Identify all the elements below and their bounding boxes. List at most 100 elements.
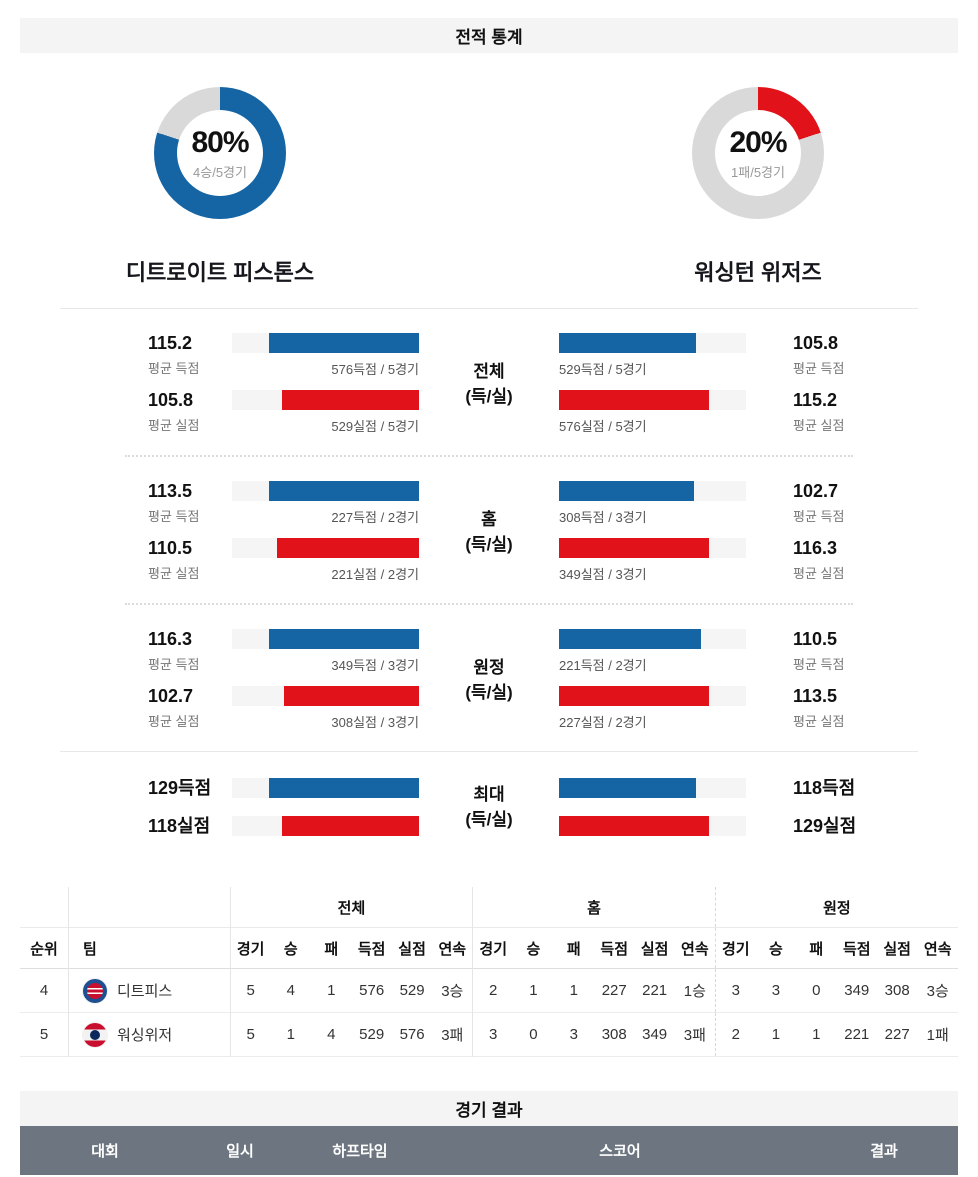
bar-fill [281,390,419,410]
stat-bar-left: 221실점 / 2경기 [210,538,419,583]
stat-bar-left [210,778,419,798]
stat-value-left: 102.7 평균 실점 [60,686,210,730]
bar-sub-label: 308실점 / 3경기 [331,715,419,730]
col-header-연속: 연속 [923,940,952,958]
stat-center-label: 전체 (득/실) [419,359,559,410]
standings-group-1: 홈 [472,887,716,928]
stat-center-label: 최대 (득/실) [419,782,559,833]
col-header-연속: 연속 [681,940,709,958]
stat-cell: 3 [714,968,756,1013]
stat-value-caption: 평균 실점 [148,566,200,581]
section-divider-dotted [125,603,853,605]
col-header-실점: 실점 [640,940,669,958]
stat-value-right: 118득점 [768,778,918,798]
team-name-left: 디트로이트 피스톤스 [125,260,315,285]
stat-cell: 3 [771,982,781,999]
bar-track [559,816,746,836]
bar-fill [559,333,697,353]
stat-value-number: 118실점 [148,816,211,836]
stat-bar-right: 221득점 / 2경기 [559,629,768,674]
bar-sub-label: 349실점 / 3경기 [559,567,647,582]
stat-value-number: 116.3 [148,629,193,649]
stat-value-number: 115.2 [148,333,193,353]
stat-value-number: 115.2 [793,390,838,410]
stat-center-line: 홈 [481,509,497,529]
bar-track [559,778,746,798]
standings-group-header-row: 전체 홈 원정 [20,887,958,928]
stat-value-number: 105.8 [793,333,839,353]
stat-cell: 1 [327,982,336,999]
stat-cell: 221 [642,982,668,999]
stat-value-caption: 평균 득점 [793,657,845,672]
stat-value-number: 110.5 [793,629,838,649]
results-header-스코어: 스코어 [430,1126,810,1175]
win-record-right: 1패/5경기 [731,164,785,180]
standings-column-header-row: 순위 팀 경기 승 패 득점 실점 연속 경기 승 패 득점 실점 연속 경기 승 패 득점 실점 연속 [20,927,958,969]
stat-cell: 2 [714,1012,756,1057]
bar-track [232,333,419,353]
stat-center-line: 원정 [473,657,505,677]
results-header-결과: 결과 [810,1126,958,1175]
rank-cell: 5 [39,1026,49,1043]
stat-value-caption: 평균 실점 [148,418,200,433]
bar-fill [269,629,419,649]
bar-fill [559,778,696,798]
stat-cell: 1 [529,982,538,999]
team-cell-name: 워싱위저 [117,1027,173,1044]
stat-cell: 4 [327,1026,336,1043]
stat-cell: 1 [286,1026,295,1043]
stat-value-caption: 평균 실점 [793,714,845,729]
col-header-승: 승 [526,940,541,958]
stat-cell: 3패 [441,1027,464,1044]
stat-bar-left: 308실점 / 3경기 [210,686,419,731]
stat-cell: 4 [286,982,295,999]
stat-section-2: 116.3 평균 득점 349득점 / 3경기 102.7 평균 실점 308실점 / 3… [60,605,918,751]
bar-fill [559,686,709,706]
col-header-승: 승 [769,940,783,958]
stat-value-right: 110.5 평균 득점 [768,629,918,673]
bar-fill [269,778,419,798]
stat-value-caption: 평균 실점 [793,418,845,433]
stat-value-number: 129실점 [793,816,857,836]
pistons-logo-icon [83,978,107,1003]
stat-bar-left: 529실점 / 5경기 [210,390,419,435]
stat-value-number: 102.7 [793,481,839,501]
results-header-대회: 대회 [20,1126,190,1175]
stat-bar-left: 576득점 / 5경기 [210,333,419,378]
bar-track [232,778,419,798]
stat-value-right: 129실점 [768,816,918,836]
col-header-패: 패 [324,940,339,958]
win-rate-donut-left: 80% 4승/5경기 [154,87,286,219]
standings-empty-header [68,887,231,928]
bar-track [232,538,419,558]
section-divider-solid [60,751,918,752]
stat-bar-right: 227실점 / 2경기 [559,686,768,731]
stat-value-left: 113.5 평균 득점 [60,481,210,525]
bar-fill [276,538,419,558]
stat-value-left: 105.8 평균 실점 [60,390,210,434]
stat-bar-right: 576실점 / 5경기 [559,390,768,435]
stat-value-number: 105.8 [148,390,194,410]
team-cell: 워싱위저 [68,1012,231,1057]
win-pct-right: 20% [729,125,787,159]
stat-center-line: 전체 [473,361,505,381]
donut-hole-left: 80% 4승/5경기 [177,110,263,196]
bar-fill [559,816,709,836]
results-section-title: 경기 결과 [455,1101,523,1120]
col-header-실점: 실점 [883,940,911,958]
stats-section-title: 전적 통계 [455,28,523,47]
team-header: 팀 [68,927,231,969]
stat-value-caption: 평균 득점 [148,657,200,672]
stat-value-number: 102.7 [148,686,194,706]
stat-value-caption: 평균 득점 [793,509,845,524]
stat-value-number: 113.5 [793,686,838,706]
divider [60,308,918,309]
stat-cell: 529 [359,1026,385,1043]
stat-cell: 529 [399,982,425,999]
bar-track [232,629,419,649]
team-cell: 디트피스 [68,968,231,1013]
stat-value-number: 113.5 [148,481,193,501]
stat-bar-right [559,816,768,836]
bar-sub-label: 221실점 / 2경기 [331,567,419,582]
stat-cell: 2 [472,968,514,1013]
